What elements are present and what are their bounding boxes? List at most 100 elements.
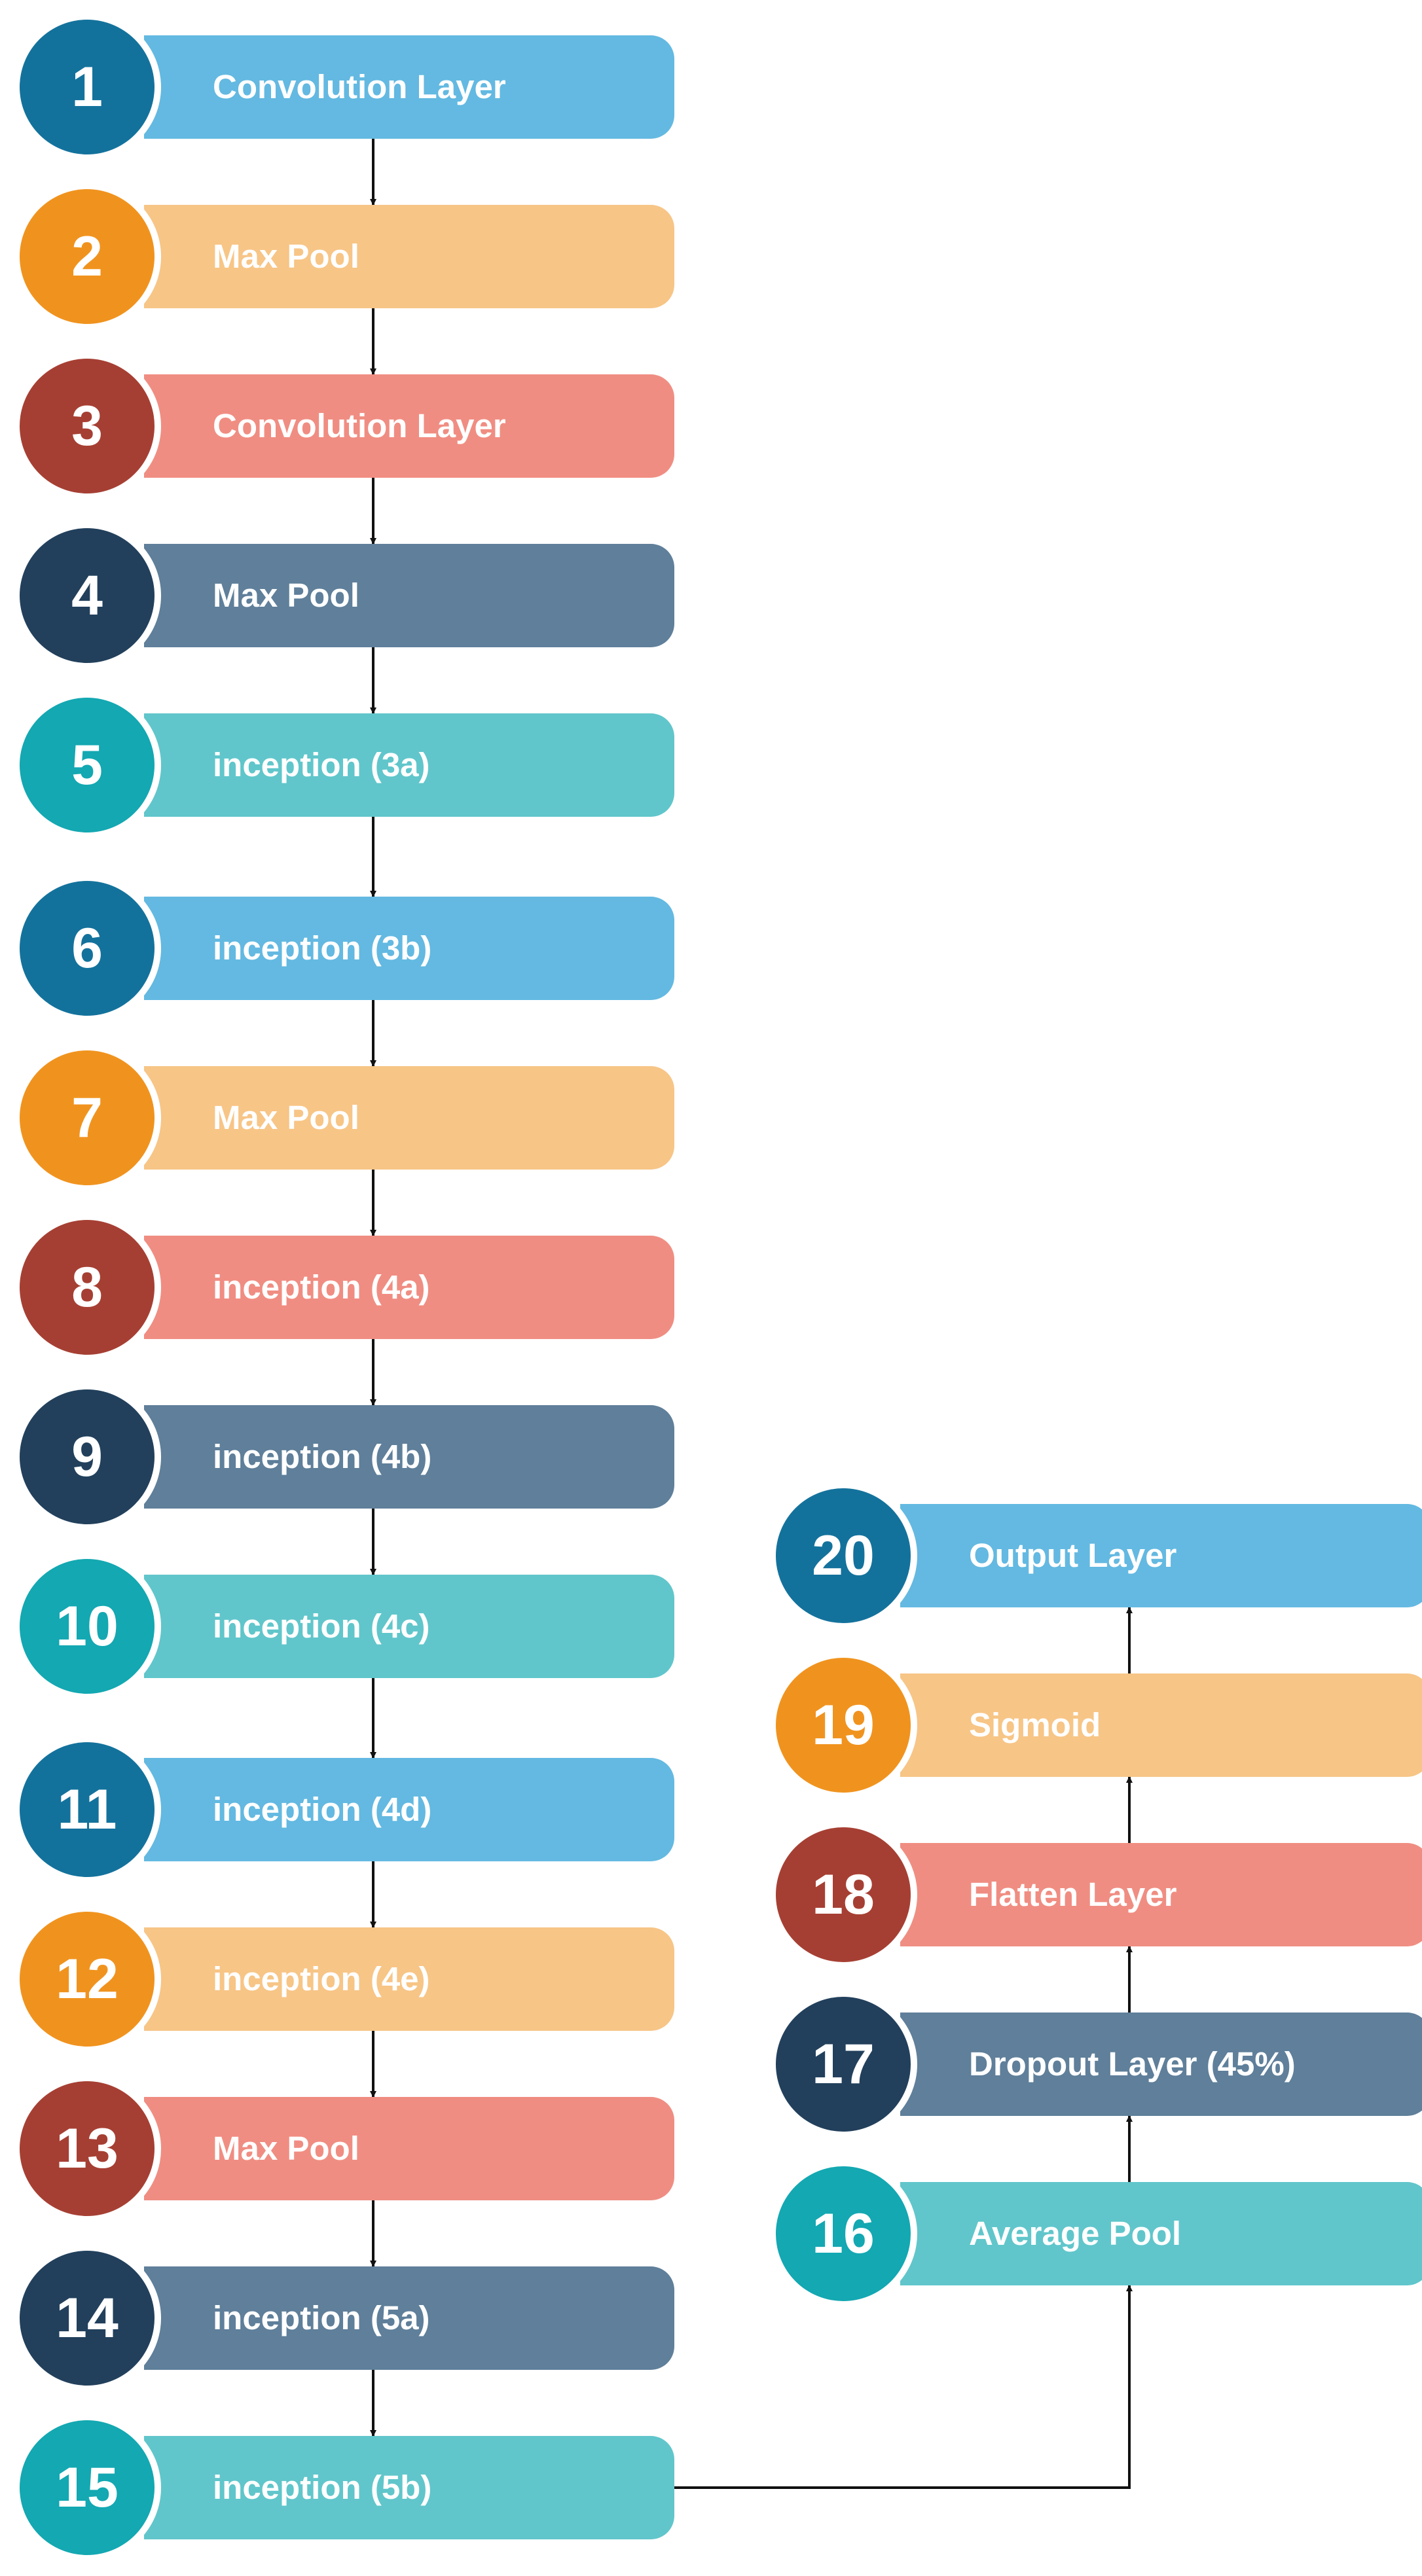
step-number: 18 [812,1863,875,1926]
step-bar [144,2266,674,2370]
step-17: Dropout Layer (45%) 17 [769,1990,1422,2138]
step-bar [144,2097,674,2200]
step-number: 10 [56,1595,119,1658]
step-label: Output Layer [969,1537,1177,1574]
step-number: 6 [71,917,103,980]
step-3: Convolution Layer 3 [13,352,674,500]
step-label: inception (4e) [213,1960,430,1997]
step-label: inception (4d) [213,1791,432,1828]
step-18: Flatten Layer 18 [769,1821,1422,1969]
step-bar [144,1758,674,1861]
step-bar [144,374,674,478]
step-number: 12 [56,1948,119,2011]
step-number: 20 [812,1524,875,1587]
step-label: Convolution Layer [213,68,506,105]
step-number: 2 [71,225,103,288]
step-bar [144,1236,674,1339]
step-bar [900,1673,1422,1777]
step-label: inception (4b) [213,1438,432,1475]
step-bar [144,205,674,308]
step-11: inception (4d) 11 [13,1736,674,1884]
step-label: Max Pool [213,238,359,275]
step-15: inception (5b) 15 [13,2414,674,2562]
step-number: 1 [71,56,103,118]
step-16: Average Pool 16 [769,2160,1422,2308]
step-19: Sigmoid 19 [769,1651,1422,1799]
step-bar [900,2012,1422,2116]
step-number-badge [20,2081,155,2216]
step-number-badge [20,1389,155,1524]
step-label: Average Pool [969,2215,1182,2252]
step-number: 15 [56,2456,119,2519]
step-number: 4 [71,564,103,627]
step-number-badge [20,1742,155,1877]
step-14: inception (5a) 14 [13,2244,674,2392]
step-bar [144,1405,674,1509]
step-number: 14 [56,2287,119,2350]
step-5: inception (3a) 5 [13,691,674,839]
step-number-badge [776,1488,911,1623]
step-number-badge [20,528,155,663]
step-1: Convolution Layer 1 [13,13,674,161]
step-12: inception (4e) 12 [13,1905,674,2053]
step-bar [144,1066,674,1170]
step-bar [144,2436,674,2539]
step-number-badge [20,1220,155,1355]
step-label: inception (4a) [213,1268,430,1306]
step-number-badge [776,1997,911,2132]
step-label: Dropout Layer (45%) [969,2045,1296,2083]
step-7: Max Pool 7 [13,1044,674,1192]
step-8: inception (4a) 8 [13,1213,674,1361]
step-number: 13 [56,2117,119,2180]
step-bar [144,35,674,139]
step-number: 17 [812,2033,875,2096]
step-label: inception (4c) [213,1607,430,1645]
step-label: inception (5b) [213,2469,432,2506]
step-bar [144,1927,674,2031]
step-bar [144,1575,674,1678]
step-number: 9 [71,1425,103,1488]
step-label: Max Pool [213,577,359,614]
step-bar [900,2182,1422,2285]
step-number-badge [776,1658,911,1793]
arrow-15-to-16 [674,2285,1133,2489]
step-number-badge [20,359,155,493]
step-number: 3 [71,395,103,457]
step-label: inception (5a) [213,2299,430,2336]
step-bar [144,713,674,817]
step-number-badge [20,2420,155,2555]
step-number: 11 [57,1778,117,1841]
step-label: Sigmoid [969,1706,1101,1744]
step-number: 19 [812,1694,875,1757]
step-number-badge [20,698,155,832]
step-9: inception (4b) 9 [13,1383,674,1531]
step-label: Max Pool [213,1099,359,1136]
step-label: inception (3b) [213,929,432,967]
step-number-badge [20,2251,155,2386]
step-number-badge [20,189,155,324]
step-10: inception (4c) 10 [13,1552,674,1700]
step-label: Flatten Layer [969,1876,1177,1913]
step-number-badge [776,1827,911,1962]
step-2: Max Pool 2 [13,183,674,331]
step-bar [900,1504,1422,1607]
step-label: Max Pool [213,2130,359,2167]
step-6: inception (3b) 6 [13,874,674,1022]
step-bar [144,544,674,647]
step-number-badge [20,1912,155,2047]
step-number: 5 [71,734,103,796]
step-13: Max Pool 13 [13,2075,674,2223]
step-bar [900,1843,1422,1946]
step-number-badge [776,2166,911,2301]
step-number-badge [20,881,155,1016]
step-bar [144,897,674,1000]
step-number: 7 [71,1086,103,1149]
step-4: Max Pool 4 [13,522,674,670]
step-20: Output Layer 20 [769,1482,1422,1630]
step-label: Convolution Layer [213,407,506,444]
step-label: inception (3a) [213,746,430,783]
step-number-badge [20,20,155,154]
step-number-badge [20,1559,155,1694]
